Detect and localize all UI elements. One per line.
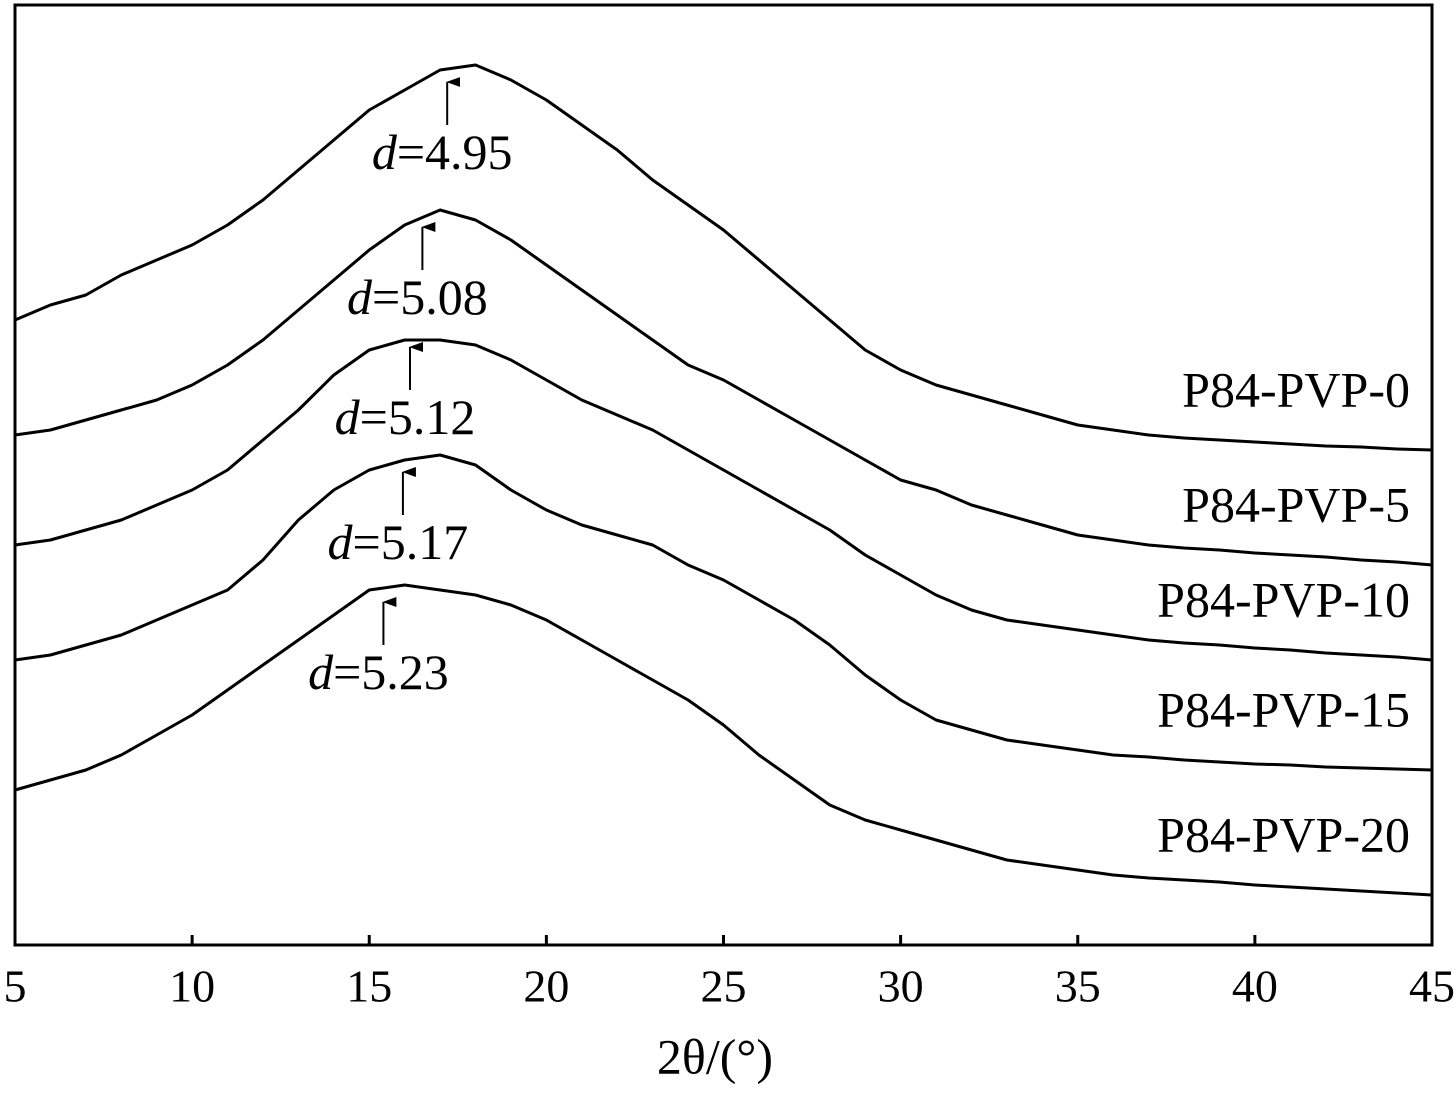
annotation-value: =4.95	[397, 124, 513, 180]
annotation-symbol: d	[328, 514, 354, 570]
legend-label: P84-PVP-0	[1182, 361, 1410, 417]
x-tick-label: 30	[878, 961, 924, 1012]
x-tick-label: 15	[346, 961, 392, 1012]
xrd-curve	[14, 208, 1433, 567]
peak-annotation: d=5.08	[347, 269, 488, 325]
x-axis-label: 2θ/(°)	[657, 1028, 773, 1084]
annotation-symbol: d	[347, 269, 373, 325]
peak-annotation: d=4.95	[372, 124, 513, 180]
peak-annotation: d=5.17	[328, 514, 469, 570]
xrd-curve	[14, 583, 1433, 897]
annotation-value: =5.08	[372, 269, 488, 325]
legend-label: P84-PVP-5	[1182, 476, 1410, 532]
annotation-value: =5.12	[360, 389, 476, 445]
x-tick-label: 20	[523, 961, 569, 1012]
x-tick-label: 40	[1232, 961, 1278, 1012]
annotation-symbol: d	[372, 124, 398, 180]
x-tick-label: 10	[169, 961, 215, 1012]
annotation-symbol: d	[308, 644, 334, 700]
xrd-curve	[14, 453, 1433, 772]
peak-annotation: d=5.12	[335, 389, 476, 445]
x-tick-label: 25	[701, 961, 747, 1012]
plot-frame	[13, 3, 1434, 947]
xrd-curve	[14, 338, 1433, 662]
x-tick-label: 45	[1409, 961, 1454, 1012]
x-tick-label: 5	[4, 961, 27, 1012]
annotation-symbol: d	[335, 389, 361, 445]
xrd-curve	[14, 63, 1433, 452]
x-tick-label: 35	[1055, 961, 1101, 1012]
legend-label: P84-PVP-10	[1157, 571, 1410, 627]
annotation-value: =5.17	[353, 514, 469, 570]
annotation-value: =5.23	[333, 644, 449, 700]
legend-label: P84-PVP-15	[1157, 681, 1410, 737]
peak-annotation: d=5.23	[308, 644, 449, 700]
legend-label: P84-PVP-20	[1157, 806, 1410, 862]
